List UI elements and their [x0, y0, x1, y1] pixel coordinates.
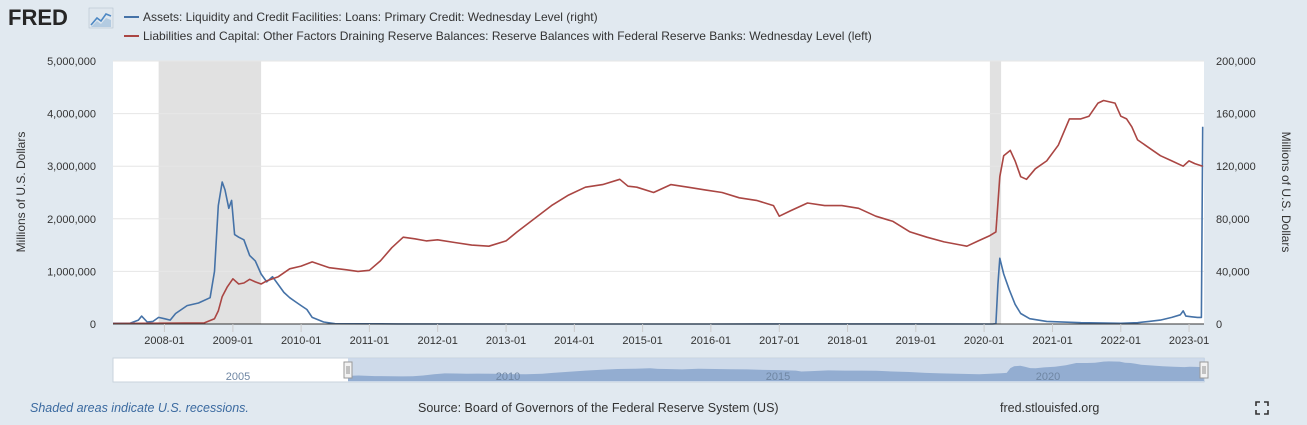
x-tick-label: 2016-01 [691, 335, 731, 347]
series-lines [112, 99, 1204, 325]
navigator-series-area [348, 361, 1204, 381]
x-tick-label: 2021-01 [1032, 335, 1072, 347]
y-left-tick-label: 2,000,000 [47, 214, 96, 226]
legend-label-reserve-balances: Liabilities and Capital: Other Factors D… [143, 29, 872, 43]
y-right-tick-label: 40,000 [1216, 266, 1250, 278]
recession-band-0 [158, 61, 262, 324]
y-axis-right-title: Millions of U.S. Dollars [1279, 132, 1293, 253]
series-line-primary-credit[interactable] [113, 126, 1204, 325]
y-right-tick-label: 120,000 [1216, 161, 1256, 173]
range-navigator[interactable]: 2005 2010 2015 2020 [112, 357, 1209, 383]
x-tick-label: 2013-01 [486, 335, 526, 347]
y-right-tick-label: 0 [1216, 319, 1222, 331]
recession-band-1 [989, 61, 1002, 324]
y-left-tick-label: 5,000,000 [47, 56, 96, 68]
legend-item-reserve-balances[interactable]: Liabilities and Capital: Other Factors D… [124, 29, 872, 43]
recession-bands [158, 61, 1002, 324]
grid-lines [113, 60, 1204, 272]
x-axis-ticks: 2008-01 2009-01 2010-01 2011-01 2012-01 2013-… [144, 324, 1209, 347]
plot-area [113, 61, 1204, 324]
x-tick-label: 2011-01 [350, 335, 390, 347]
fred-logo-text: FRED [8, 5, 68, 30]
x-tick-label: 2023-01 [1169, 335, 1209, 347]
navigator-label-2020: 2020 [1036, 371, 1060, 383]
navigator-handle-right[interactable] [1199, 361, 1209, 379]
recession-note: Shaded areas indicate U.S. recessions. [30, 401, 249, 415]
x-tick-label: 2018-01 [827, 335, 867, 347]
x-tick-label: 2012-01 [417, 335, 457, 347]
x-tick-label: 2009-01 [213, 335, 253, 347]
y-left-tick-label: 4,000,000 [47, 109, 96, 121]
line-chart-icon [88, 7, 114, 29]
y-left-tick-label: 1,000,000 [47, 266, 96, 278]
site-link[interactable]: fred.stlouisfed.org [1000, 401, 1099, 415]
y-right-tick-label: 200,000 [1216, 56, 1256, 68]
navigator-label-2010: 2010 [496, 371, 520, 383]
series-line-reserve-balances[interactable] [112, 99, 1203, 325]
x-tick-label: 2019-01 [896, 335, 936, 347]
x-tick-label: 2014-01 [554, 335, 594, 347]
navigator-handle-left[interactable] [343, 361, 353, 379]
y-axis-left-ticks: 0 1,000,000 2,000,000 3,000,000 4,000,000 5,0… [47, 56, 96, 331]
y-left-tick-label: 3,000,000 [47, 161, 96, 173]
x-tick-label: 2010-01 [281, 335, 321, 347]
y-right-tick-label: 80,000 [1216, 214, 1250, 226]
x-tick-label: 2017-01 [759, 335, 799, 347]
fullscreen-icon[interactable] [1255, 401, 1269, 415]
fred-logo[interactable]: FRED [8, 5, 114, 30]
legend-item-primary-credit[interactable]: Assets: Liquidity and Credit Facilities:… [124, 10, 598, 24]
x-tick-label: 2022-01 [1101, 335, 1141, 347]
y-left-tick-label: 0 [90, 319, 96, 331]
y-right-tick-label: 160,000 [1216, 109, 1256, 121]
x-tick-label: 2020-01 [964, 335, 1004, 347]
x-tick-label: 2015-01 [622, 335, 662, 347]
y-axis-left-title: Millions of U.S. Dollars [14, 132, 28, 253]
navigator-label-2005: 2005 [226, 371, 250, 383]
x-tick-label: 2008-01 [144, 335, 184, 347]
legend-label-primary-credit: Assets: Liquidity and Credit Facilities:… [143, 10, 598, 24]
y-axis-right-ticks: 0 40,000 80,000 120,000 160,000 200,000 [1216, 56, 1256, 331]
legend: Assets: Liquidity and Credit Facilities:… [124, 10, 872, 43]
source-text: Source: Board of Governors of the Federa… [418, 401, 779, 415]
navigator-label-2015: 2015 [766, 371, 790, 383]
